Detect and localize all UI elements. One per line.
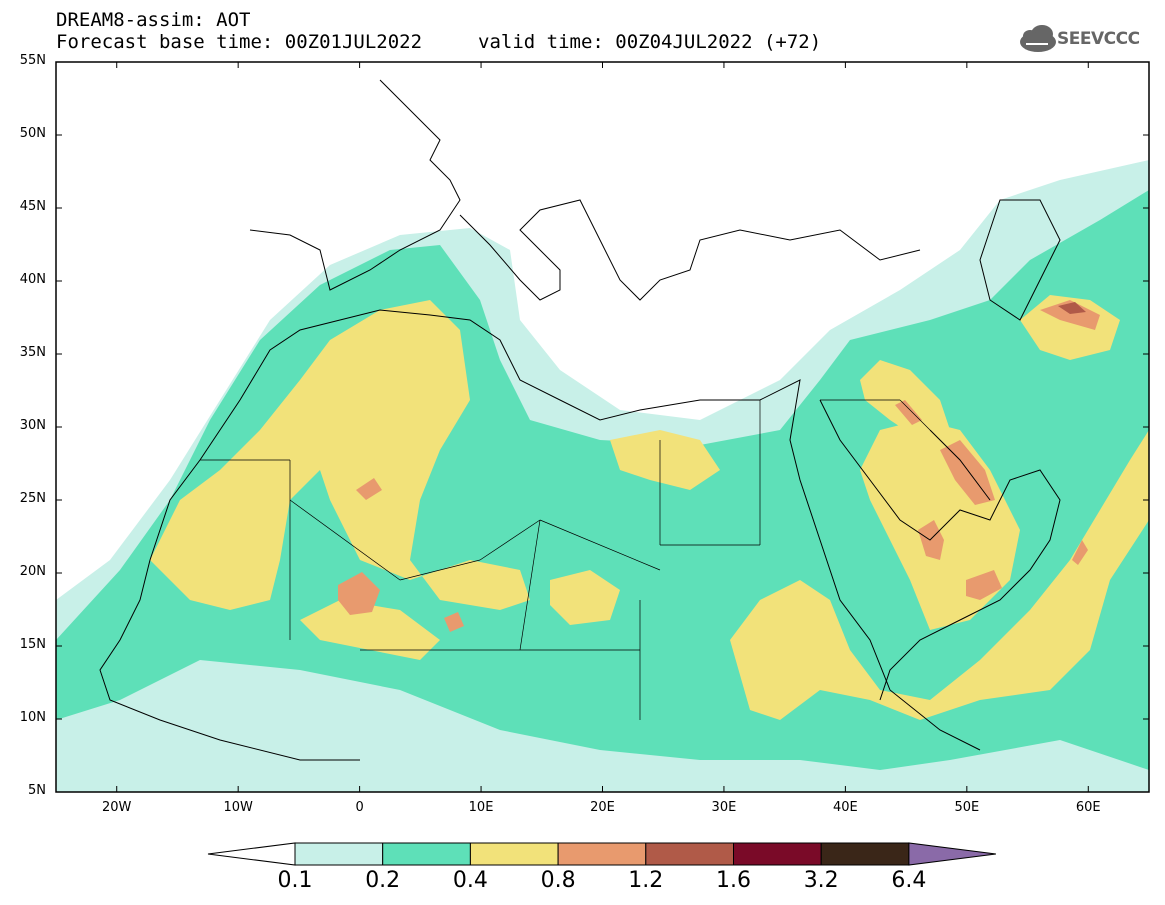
x-tick-label: 50E [954, 800, 980, 815]
aot-field [56, 160, 1149, 792]
aot-contour-0.8-algeria [356, 478, 382, 500]
coastlines [99, 79, 1061, 761]
aot-contour-0.8-arabia-a [918, 520, 944, 560]
x-tick-label: 20E [590, 800, 615, 815]
borders [200, 399, 931, 720]
aot-contour-0.4-libya [610, 430, 720, 490]
x-tick-label: 60E [1075, 800, 1101, 815]
colorbar-label: 1.2 [628, 868, 664, 893]
aot-contour-0.8-turkmen [1040, 300, 1100, 330]
x-tick-label: 10E [468, 800, 494, 815]
colorbar-label: 3.2 [803, 868, 839, 893]
colorbar-swatch [294, 842, 384, 866]
caspian-coast [979, 199, 1061, 321]
colorbar-swatch [733, 842, 822, 866]
y-tick-label: 50N [19, 126, 46, 141]
y-tick-label: 55N [19, 53, 46, 68]
aot-contour-0.8-iran [895, 400, 922, 425]
colorbar-label: 0.8 [540, 868, 576, 893]
colorbar-over-arrow [908, 842, 996, 866]
arabia-coast [819, 399, 1061, 701]
aot-contour-1.2-caspian [1058, 302, 1086, 314]
aot-contour-0.4-chad [550, 570, 620, 625]
aot-contour-0.8-mali [338, 572, 380, 615]
axis-ticks [56, 61, 1149, 793]
y-tick-label: 5N [28, 783, 46, 798]
colorbar [207, 842, 996, 866]
colorbar-swatch [469, 842, 559, 866]
y-tick-label: 35N [19, 345, 46, 360]
y-tick-label: 25N [19, 491, 46, 506]
colorbar-label: 0.4 [452, 868, 488, 893]
x-tick-label: 40E [832, 800, 858, 815]
logo [1020, 25, 1056, 52]
x-tick-label: 10W [223, 800, 253, 815]
colorbar-swatch [645, 842, 734, 866]
forecast-base-time: Forecast base time: 00Z01JUL2022 [56, 31, 423, 53]
map-title: DREAM8-assim: AOT [56, 9, 251, 31]
aot-contour-0.8-niger [444, 612, 464, 632]
x-tick-label: 0 [355, 800, 364, 815]
colorbar-swatch [820, 842, 910, 866]
colorbar-swatch [557, 842, 647, 866]
colorbar-label: 1.6 [716, 868, 751, 893]
valid-time: valid time: 00Z04JUL2022 (+72) [478, 31, 822, 53]
colorbar-label: 6.4 [891, 868, 927, 893]
africa-coast [99, 309, 981, 761]
aot-contour-0.4-sahara [150, 300, 530, 610]
aot-contour-0.8-oman [1072, 540, 1088, 565]
aot-contour-0.4-east [730, 430, 1149, 720]
y-tick-label: 45N [19, 199, 46, 214]
colorbar-under-arrow [207, 842, 296, 866]
colorbar-label: 0.2 [365, 868, 401, 893]
y-tick-label: 20N [19, 564, 46, 579]
europe-coast [249, 79, 921, 301]
y-tick-label: 30N [19, 418, 46, 433]
logo-text: SEEVCCC [1057, 29, 1140, 49]
y-tick-label: 15N [19, 637, 46, 652]
y-tick-label: 40N [19, 272, 46, 287]
x-tick-label: 30E [711, 800, 737, 815]
colorbar-label: 0.1 [277, 868, 313, 893]
colorbar-swatch [382, 842, 471, 866]
aot-contour-0.8-arabia-b [966, 570, 1002, 600]
aot-contour-0.4-sahel [300, 600, 440, 660]
y-tick-label: 10N [19, 710, 46, 725]
x-tick-label: 20W [102, 800, 132, 815]
cloud-icon [1020, 25, 1056, 52]
